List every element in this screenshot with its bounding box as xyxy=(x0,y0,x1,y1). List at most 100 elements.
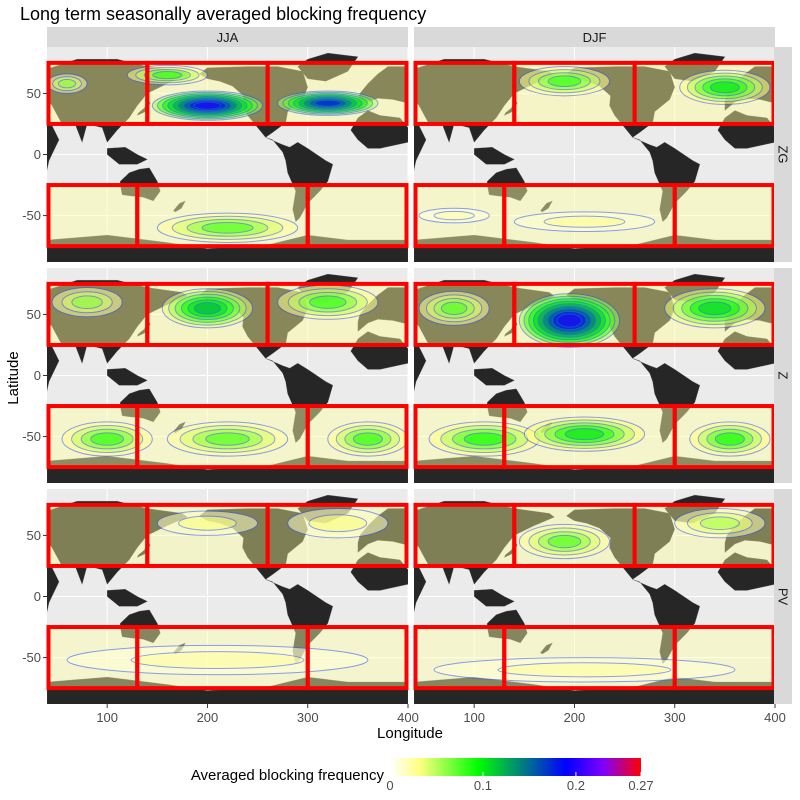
frequency-blob xyxy=(679,69,771,105)
region-box xyxy=(305,183,409,249)
contour-level xyxy=(564,428,605,441)
legend-tick-label: 0.1 xyxy=(474,778,492,793)
strip-label: ZG xyxy=(776,145,791,163)
region-boxes xyxy=(46,502,409,691)
y-tick-label: 0 xyxy=(34,589,41,604)
region-box xyxy=(265,60,409,126)
landmass xyxy=(350,110,408,149)
contour-level xyxy=(698,301,732,316)
landmass xyxy=(717,552,775,591)
contour-level xyxy=(699,516,740,531)
y-tick-label: 50 xyxy=(27,528,41,543)
legend-colorbar xyxy=(390,758,641,776)
strip-z: Z xyxy=(774,268,792,483)
region-boxes xyxy=(46,60,409,249)
region-box xyxy=(265,281,409,347)
frequency-blob xyxy=(674,508,766,539)
frequency-blob xyxy=(428,421,540,457)
frequency-blob xyxy=(287,508,389,539)
y-axis-title: Latitude xyxy=(5,351,22,404)
frequency-blob xyxy=(418,290,490,326)
frequency-blob xyxy=(518,523,611,560)
frequency-blob xyxy=(664,288,766,329)
frequency-blob xyxy=(51,287,123,318)
legend-tick-label: 0.27 xyxy=(628,778,653,793)
landmass xyxy=(566,508,675,580)
panel-content xyxy=(414,47,775,262)
contour-level xyxy=(433,210,475,221)
region-box xyxy=(632,60,776,126)
frequency-blob xyxy=(126,64,208,86)
legend-tick-label: 0 xyxy=(386,778,393,793)
landmass xyxy=(414,115,427,171)
landmass xyxy=(107,368,148,386)
landmass xyxy=(107,147,148,165)
strip-pv: PV xyxy=(774,489,792,704)
chart-title: Long term seasonally averaged blocking f… xyxy=(20,4,426,24)
contour-level xyxy=(714,432,745,446)
region-boxes xyxy=(46,281,409,470)
contour-level xyxy=(130,651,305,669)
x-tick-label: 300 xyxy=(297,710,319,725)
contour-level xyxy=(709,81,740,94)
x-tick-label: 300 xyxy=(664,710,686,725)
legend: Averaged blocking frequency 0 0.1 0.2 0.27 xyxy=(191,758,654,793)
frequency-blob xyxy=(61,421,153,457)
frequency-blob xyxy=(518,66,611,97)
panel-jja-pv xyxy=(46,489,409,704)
panel-content xyxy=(47,489,408,704)
contour-level xyxy=(463,432,505,446)
frequency-blob xyxy=(156,212,299,243)
strip-label: DJF xyxy=(583,30,607,45)
strip-background xyxy=(774,489,792,704)
frequency-blob xyxy=(66,644,369,676)
contour-level xyxy=(205,432,250,446)
frequency-blob xyxy=(166,421,289,457)
x-tick-label: 400 xyxy=(764,710,786,725)
x-tick-label: 100 xyxy=(463,710,485,725)
contour-level xyxy=(556,313,583,328)
panel-grid: JJA DJF ZG Z PV xyxy=(46,27,792,704)
frequency-blob xyxy=(277,284,379,320)
frequency-blob xyxy=(327,421,408,457)
y-axis-ticks: 50 0 -50 50 0 -50 50 0 -50 xyxy=(22,86,47,665)
y-tick-label: 50 xyxy=(27,86,41,101)
strip-label: Z xyxy=(776,372,791,380)
landmass xyxy=(47,557,60,613)
strip-background xyxy=(414,27,775,47)
legend-tick-label: 0.2 xyxy=(567,778,585,793)
region-box xyxy=(672,404,776,470)
landmass xyxy=(414,336,427,392)
contour-level xyxy=(440,301,468,316)
landmass xyxy=(107,589,148,607)
landmass xyxy=(540,642,553,655)
frequency-blob xyxy=(277,90,379,116)
frequency-blob xyxy=(523,416,646,452)
region-boxes xyxy=(413,502,776,691)
landmass xyxy=(474,368,515,386)
contour-level xyxy=(497,662,672,678)
panel-content xyxy=(414,268,775,483)
landmass xyxy=(717,110,775,149)
strip-background xyxy=(774,268,792,483)
frequency-blob xyxy=(161,288,254,329)
x-axis-title: Longitude xyxy=(377,725,443,742)
contour-level xyxy=(547,75,582,88)
landmass xyxy=(350,331,408,370)
legend-ticks: 0 0.1 0.2 0.27 xyxy=(386,772,654,793)
contour-level xyxy=(201,221,254,234)
contour-level xyxy=(547,534,582,549)
landmass xyxy=(414,557,427,613)
legend-title: Averaged blocking frequency xyxy=(191,767,385,784)
y-tick-label: 50 xyxy=(27,307,41,322)
landmass xyxy=(173,200,186,213)
y-tick-label: -50 xyxy=(22,429,41,444)
contour-level xyxy=(193,101,222,110)
x-tick-label: 200 xyxy=(564,710,586,725)
contour-level xyxy=(352,432,383,446)
y-tick-label: 0 xyxy=(34,147,41,162)
contour-level xyxy=(90,432,125,446)
landmass xyxy=(350,552,408,591)
x-axis-ticks: 100 200 300 400 100 200 300 400 xyxy=(96,704,786,725)
